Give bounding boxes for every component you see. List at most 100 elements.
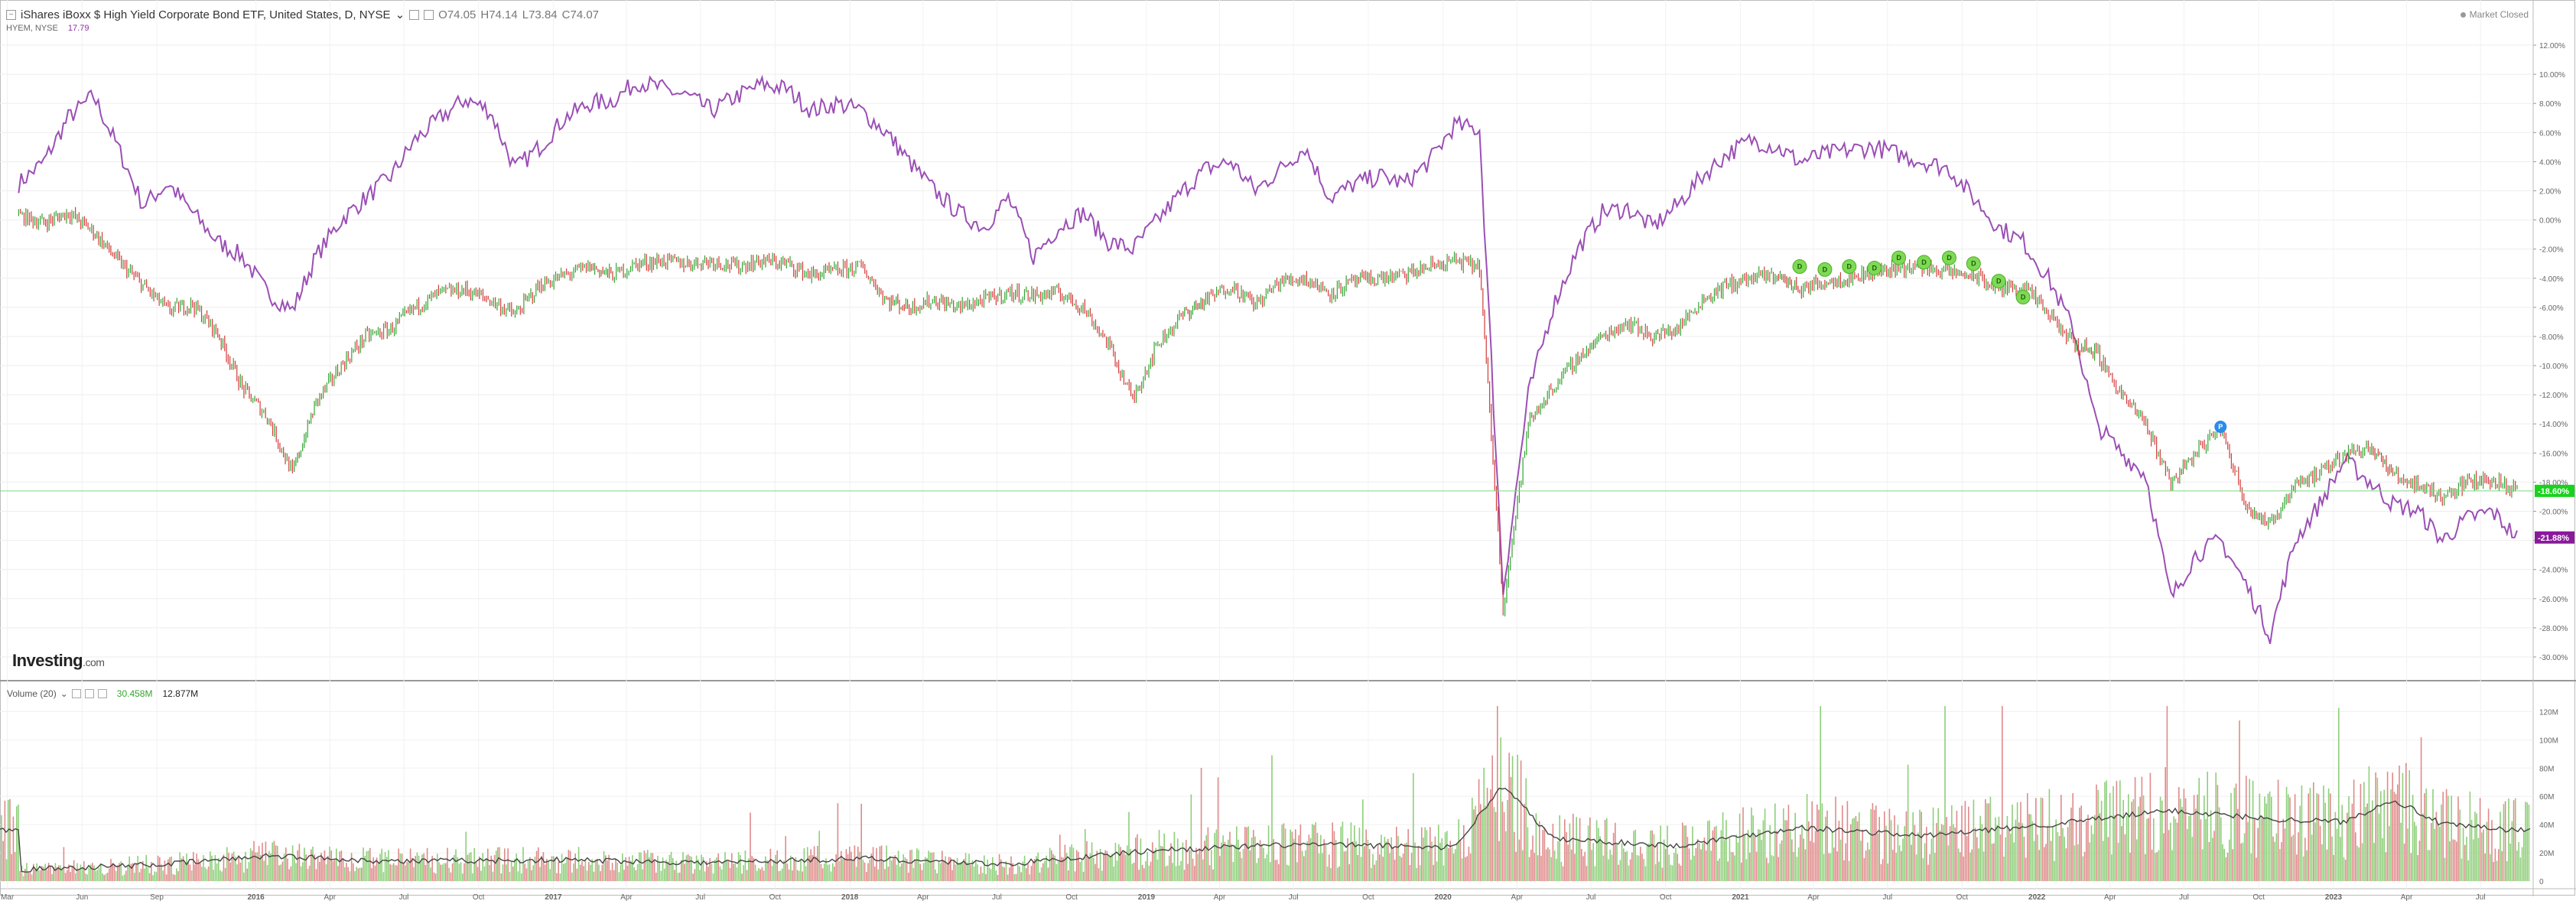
dividend-marker <box>1941 250 1956 265</box>
x-tick-label: Apr <box>324 893 337 902</box>
dividend-marker-label: D <box>1872 264 1877 272</box>
x-tick-label: Apr <box>1807 893 1820 902</box>
last-value-hyem-box <box>2535 531 2574 544</box>
close-icon[interactable] <box>424 9 434 20</box>
volume-ma-value: 12.877M <box>162 688 199 699</box>
y-tick-label: -24.00% <box>2539 567 2568 575</box>
dividend-marker <box>1867 260 1882 275</box>
dividend-marker-label: D <box>1797 263 1803 271</box>
volume-legend: Volume (20) ⌄ 30.458M 12.877M <box>7 688 198 699</box>
dividend-marker <box>2015 290 2031 305</box>
dividend-marker-label: D <box>1921 259 1927 266</box>
x-tick-label: Mar <box>1 893 15 902</box>
y-tick-label: -10.00% <box>2539 363 2568 371</box>
chart-header: − iShares iBoxx $ High Yield Corporate B… <box>6 8 599 21</box>
x-tick-label: Oct <box>1065 893 1078 902</box>
logo-suffix: .com <box>83 656 105 668</box>
market-status: Market Closed <box>2460 9 2529 20</box>
dividend-marker <box>1842 259 1857 275</box>
y-tick-label: -26.00% <box>2539 596 2568 604</box>
y-tick-label: -4.00% <box>2539 275 2564 284</box>
x-tick-label: 2018 <box>841 893 859 902</box>
last-value-etf-box <box>2535 484 2574 497</box>
series-line-hyem <box>18 74 2518 645</box>
dividend-marker-label: D <box>1947 254 1952 262</box>
dividend-marker <box>1891 250 1907 265</box>
dividend-marker <box>1917 255 1932 270</box>
visibility-icon[interactable] <box>71 689 81 698</box>
close-icon[interactable] <box>97 689 107 698</box>
y-tick-label: 10.00% <box>2539 71 2565 80</box>
dividend-marker <box>1966 256 1981 272</box>
dividend-marker-label: D <box>1847 263 1852 271</box>
y-tick-label: -2.00% <box>2539 246 2564 255</box>
y-tick-label: -16.00% <box>2539 450 2568 458</box>
volume-bars <box>0 706 2531 881</box>
x-tick-label: Jul <box>695 893 705 902</box>
last-value-hyem: -21.88% <box>2538 534 2569 543</box>
volume-value: 30.458M <box>116 688 153 699</box>
x-tick-label: 2022 <box>2028 893 2046 902</box>
volume-tick-label: 120M <box>2539 708 2558 717</box>
dividend-marker-label: D <box>2021 294 2026 301</box>
x-tick-label: Oct <box>2252 893 2265 902</box>
volume-tick-label: 0 <box>2539 878 2544 886</box>
x-tick-label: Oct <box>769 893 782 902</box>
event-marker <box>2214 421 2227 434</box>
volume-tick-label: 80M <box>2539 765 2554 773</box>
settings-icon[interactable] <box>409 9 420 20</box>
x-tick-label: 2021 <box>1732 893 1749 902</box>
y-tick-label: 6.00% <box>2539 129 2561 138</box>
dividend-marker-label: D <box>1996 278 2002 285</box>
y-tick-label: -6.00% <box>2539 304 2564 313</box>
dividend-marker-label: D <box>1896 254 1901 262</box>
y-tick-label: -12.00% <box>2539 392 2568 400</box>
chevron-down-icon[interactable]: ⌄ <box>395 8 405 21</box>
chevron-down-icon[interactable]: ⌄ <box>60 688 68 699</box>
ohlc-open: O74.05 <box>438 8 476 21</box>
x-tick-label: Oct <box>1362 893 1374 902</box>
ohlc-close: C74.07 <box>561 8 600 21</box>
y-tick-label: -8.00% <box>2539 333 2564 342</box>
compare-symbol: HYEM, NYSE <box>6 24 58 33</box>
x-tick-label: Apr <box>2401 893 2413 902</box>
x-tick-label: Apr <box>620 893 633 902</box>
dividend-marker <box>1817 262 1833 277</box>
y-tick-label: 12.00% <box>2539 42 2565 50</box>
dividend-marker <box>1792 259 1807 275</box>
volume-tick-label: 40M <box>2539 821 2554 830</box>
x-tick-label: Jun <box>76 893 88 902</box>
logo-text: Investing <box>12 651 83 670</box>
markers: D D D D D D D D D D P <box>1792 250 2227 434</box>
ohlc-low: L73.84 <box>522 8 558 21</box>
settings-icon[interactable] <box>84 689 94 698</box>
y-tick-label: -14.00% <box>2539 421 2568 429</box>
collapse-icon[interactable]: − <box>6 9 16 20</box>
x-tick-label: 2016 <box>247 893 265 902</box>
dividend-marker-label: D <box>1823 265 1828 273</box>
x-tick-label: Apr <box>1511 893 1524 902</box>
y-tick-label: 2.00% <box>2539 188 2561 197</box>
investing-logo: Investing.com <box>12 651 105 671</box>
volume-tick-label: 60M <box>2539 793 2554 802</box>
x-tick-label: Apr <box>1214 893 1226 902</box>
last-value-etf: -18.60% <box>2538 487 2569 496</box>
price-series <box>0 74 2533 645</box>
compare-legend[interactable]: HYEM, NYSE 17.79 <box>6 24 89 33</box>
x-tick-label: 2017 <box>545 893 562 902</box>
x-tick-label: Oct <box>473 893 485 902</box>
compare-value: 17.79 <box>67 24 89 33</box>
x-tick-label: Apr <box>2104 893 2116 902</box>
x-tick-label: Jul <box>992 893 1002 902</box>
x-tick-label: Oct <box>1660 893 1672 902</box>
x-tick-label: Jul <box>1882 893 1892 902</box>
x-tick-label: 2020 <box>1435 893 1452 902</box>
axes: 12.00% 10.00% 8.00% 6.00% 4.00% 2.00% 0.00% -2.… <box>1 42 2574 902</box>
y-tick-label: 0.00% <box>2539 217 2561 226</box>
y-tick-label: 8.00% <box>2539 100 2561 109</box>
x-tick-label: Jul <box>399 893 409 902</box>
y-tick-label: -20.00% <box>2539 509 2568 517</box>
x-tick-label: 2023 <box>2325 893 2343 902</box>
